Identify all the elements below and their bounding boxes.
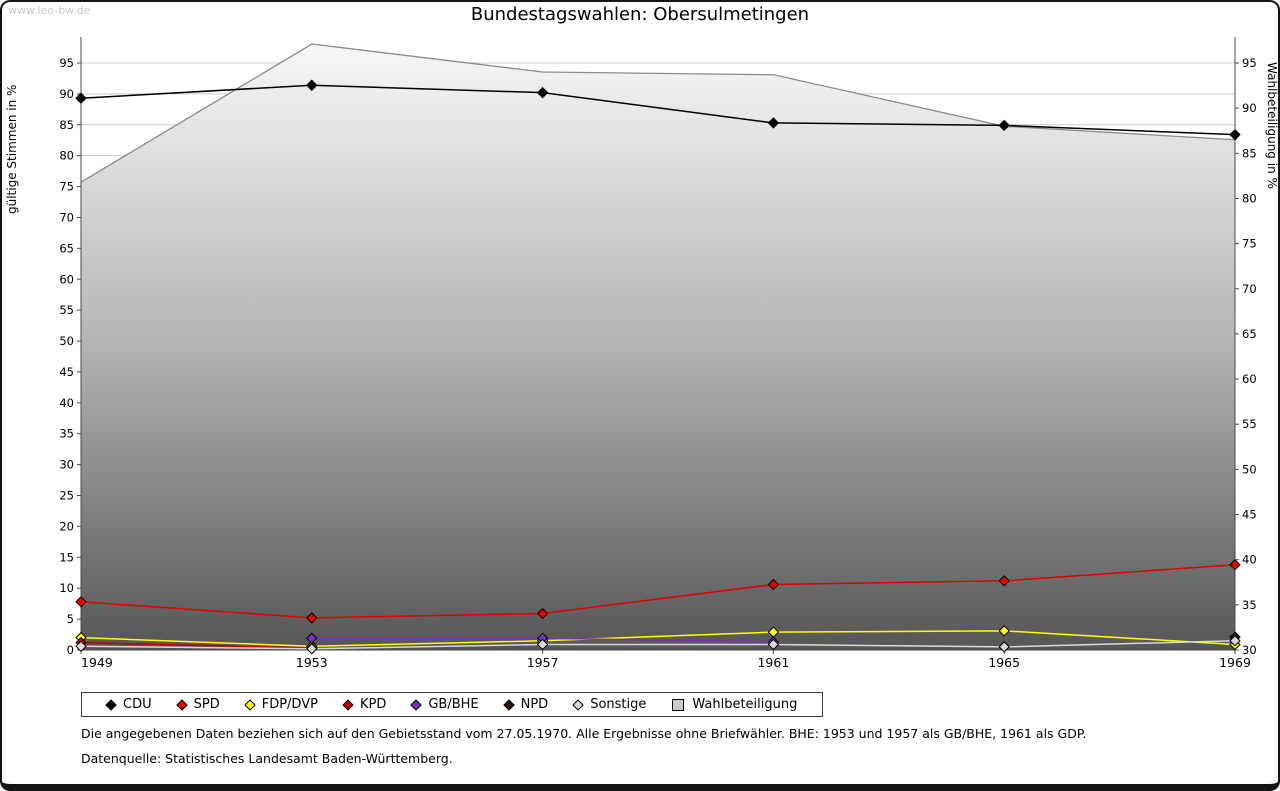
y-tick-label-left: 90 (59, 87, 74, 101)
legend-item-label: GB/BHE (428, 697, 479, 712)
y-tick-label-right: 30 (1242, 643, 1257, 657)
footnote-gebietsstand: Die angegebenen Daten beziehen sich auf … (81, 726, 1087, 741)
legend-item-gb-bhe: GB/BHE (410, 697, 479, 712)
legend-item-label: KPD (359, 697, 387, 712)
marker-cdu (306, 79, 318, 91)
legend-item-npd: NPD (502, 697, 549, 712)
marker-spd (75, 596, 87, 608)
marker-cdu (75, 92, 87, 104)
y-tick-label-right: 95 (1242, 56, 1257, 70)
y-tick-label-right: 85 (1242, 146, 1257, 160)
y-tick-label-left: 60 (59, 272, 74, 286)
legend-item-label: CDU (123, 697, 152, 712)
y-tick-label-left: 85 (59, 118, 74, 132)
series-line-spd (80, 563, 1236, 619)
watermark: www.leo-bw.de (8, 4, 91, 17)
y-tick-label-left: 80 (59, 149, 74, 163)
y-tick-label-left: 25 (59, 489, 74, 503)
x-tick-label: 1961 (757, 655, 789, 670)
y-tick-label-left: 55 (59, 303, 74, 317)
legend-item-cdu: CDU (105, 697, 152, 712)
y-tick-label-left: 50 (59, 334, 74, 348)
y-tick-label-left: 65 (59, 241, 74, 255)
marker-sonstige (998, 641, 1010, 653)
legend-item-label: Sonstige (590, 697, 647, 712)
marker-spd (767, 578, 780, 591)
legend-item-kpd: KPD (342, 697, 387, 712)
marker-fdp-dvp (998, 625, 1010, 637)
marker-spd (536, 607, 549, 620)
y-tick-label-left: 35 (59, 427, 74, 441)
x-tick-label: 1969 (1219, 655, 1251, 670)
y-tick-label-left: 75 (59, 180, 74, 194)
y-tick-label-left: 45 (59, 365, 74, 379)
series-line-fdp-dvp (80, 630, 1236, 648)
footnote-datenquelle: Datenquelle: Statistisches Landesamt Bad… (81, 751, 453, 766)
fdp-dvp-legend-marker-icon (244, 698, 256, 711)
marker-cdu (998, 119, 1010, 132)
npd-legend-marker-icon (502, 698, 515, 711)
y-tick-label-right: 40 (1242, 553, 1257, 567)
legend-item-sonstige: Sonstige (572, 697, 647, 712)
marker-sonstige (306, 643, 318, 655)
sonstige-legend-marker-icon (572, 698, 584, 711)
y-tick-label-right: 75 (1242, 237, 1257, 251)
y-tick-label-right: 35 (1242, 598, 1257, 612)
y-tick-label-right: 90 (1242, 101, 1257, 115)
marker-cdu (1229, 128, 1241, 141)
turnout-area-outline (80, 43, 1236, 183)
y-tick-label-right: 45 (1242, 508, 1257, 522)
y-tick-label-left: 70 (59, 210, 74, 224)
y-tick-label-left: 20 (59, 519, 74, 533)
y-tick-label-right: 80 (1242, 191, 1257, 205)
y-tick-label-right: 60 (1242, 372, 1257, 386)
y-tick-label-left: 10 (59, 581, 74, 595)
y-tick-label-left: 95 (59, 56, 74, 70)
marker-sonstige (75, 640, 87, 653)
marker-cdu (536, 86, 549, 99)
left-axis-title: gültige Stimmen in % (5, 84, 19, 214)
x-tick-label: 1949 (81, 655, 113, 670)
turnout-area (81, 44, 1235, 650)
cdu-legend-marker-icon (105, 698, 117, 711)
y-tick-label-left: 40 (59, 396, 74, 410)
marker-sonstige (1229, 635, 1241, 647)
y-tick-label-right: 55 (1242, 417, 1257, 431)
legend-item-label: SPD (193, 697, 220, 712)
x-tick-label: 1965 (988, 655, 1020, 670)
marker-spd (998, 575, 1010, 587)
marker-spd (1229, 559, 1241, 571)
y-tick-label-left: 0 (67, 643, 74, 657)
legend-item-label: Wahlbeteiligung (692, 697, 798, 712)
marker-sonstige (767, 638, 780, 651)
marker-spd (306, 612, 318, 624)
legend-item-spd: SPD (175, 697, 220, 712)
marker-sonstige (536, 638, 549, 651)
series-line-kpd (80, 641, 312, 649)
legend: CDU SPD FDP/DVP KPD GB/BHE NPD Sonstige Wahlbet… (81, 692, 824, 717)
right-axis-title: Wahlbeteiligung in % (1265, 62, 1279, 189)
gb-bhe-legend-marker-icon (410, 698, 422, 711)
legend-item-label: FDP/DVP (261, 697, 318, 712)
series-line-sonstige (80, 639, 1236, 650)
y-tick-label-right: 65 (1242, 327, 1257, 341)
legend-item-label: NPD (520, 697, 549, 712)
x-tick-label: 1957 (527, 655, 559, 670)
y-tick-label-left: 30 (59, 458, 74, 472)
y-tick-label-left: 15 (59, 550, 74, 564)
marker-cdu (767, 117, 780, 129)
legend-item-wahlbeteiligung: Wahlbeteiligung (672, 697, 797, 712)
kpd-legend-marker-icon (342, 698, 354, 711)
legend-item-fdp-dvp: FDP/DVP (244, 697, 318, 712)
series-line-cdu (80, 84, 1236, 136)
y-tick-label-left: 5 (67, 612, 74, 626)
x-tick-label: 1953 (296, 655, 328, 670)
wahlbeteiligung-legend-marker-icon (672, 698, 685, 711)
spd-legend-marker-icon (175, 698, 188, 711)
y-tick-label-right: 50 (1242, 462, 1257, 476)
page-title: Bundestagswahlen: Obersulmetingen (470, 4, 810, 25)
y-tick-label-right: 70 (1242, 282, 1257, 296)
